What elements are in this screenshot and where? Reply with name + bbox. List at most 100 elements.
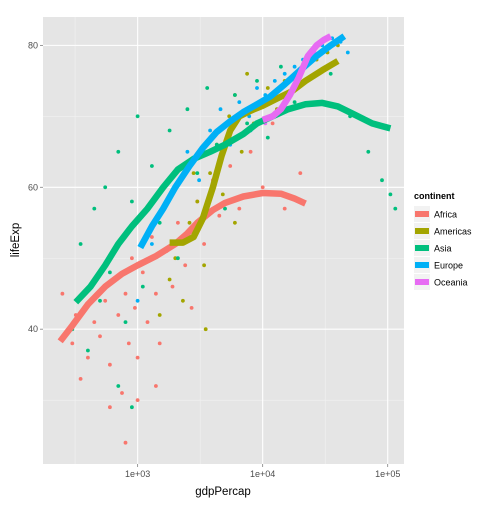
point-africa xyxy=(282,206,287,211)
point-africa xyxy=(123,291,128,296)
point-africa xyxy=(189,306,194,310)
point-africa xyxy=(78,377,83,381)
point-africa xyxy=(140,270,145,275)
point-americas xyxy=(203,327,208,332)
point-asia xyxy=(223,206,227,211)
point-africa xyxy=(108,405,112,410)
point-europe xyxy=(345,50,350,55)
point-asia xyxy=(103,185,108,190)
point-asia xyxy=(176,256,180,261)
point-asia xyxy=(205,86,210,90)
point-asia xyxy=(245,121,250,126)
point-africa xyxy=(150,235,154,239)
point-africa xyxy=(120,391,124,395)
legend-swatch-oceania xyxy=(415,279,429,285)
point-africa xyxy=(260,185,265,190)
point-asia xyxy=(92,206,97,211)
point-africa xyxy=(248,149,253,154)
major-grid xyxy=(43,17,404,464)
point-africa xyxy=(154,384,158,388)
point-americas xyxy=(202,263,207,268)
point-africa xyxy=(270,121,275,126)
point-americas xyxy=(220,192,225,197)
legend-swatch-europe xyxy=(415,262,429,268)
point-europe xyxy=(197,178,202,183)
point-africa xyxy=(145,320,150,324)
point-africa xyxy=(228,164,233,168)
x-tick-label: 1e+04 xyxy=(250,469,275,479)
point-asia xyxy=(255,79,259,83)
point-asia xyxy=(380,178,384,183)
point-africa xyxy=(86,355,90,360)
y-tick-label: 60 xyxy=(28,182,38,192)
legend-label-asia: Asia xyxy=(434,244,452,254)
point-americas xyxy=(167,277,172,282)
point-americas xyxy=(181,298,185,303)
point-africa xyxy=(70,341,75,346)
point-europe xyxy=(255,86,259,90)
point-asia xyxy=(265,135,270,140)
trend-line-asia xyxy=(73,99,392,305)
minor-grid xyxy=(43,17,404,464)
x-axis-title: gdpPercap xyxy=(195,486,251,498)
point-asia xyxy=(195,171,200,176)
point-africa xyxy=(116,313,121,317)
x-axis: 1e+03 1e+04 1e+05 xyxy=(125,464,400,479)
point-europe xyxy=(272,79,277,83)
point-americas xyxy=(265,86,270,90)
point-asia xyxy=(366,149,371,154)
legend-label-africa: Africa xyxy=(434,210,457,220)
point-americas xyxy=(191,171,196,176)
point-africa xyxy=(183,263,188,268)
legend: continent Africa Americas Asia Europe Oceani… xyxy=(414,191,472,290)
point-asia xyxy=(328,71,333,76)
point-africa xyxy=(60,291,65,296)
point-americas xyxy=(157,313,162,317)
point-americas xyxy=(233,220,237,225)
point-asia xyxy=(86,348,90,353)
point-asia xyxy=(185,107,190,112)
point-europe xyxy=(237,100,242,104)
point-europe xyxy=(208,128,213,133)
point-americas xyxy=(245,71,250,76)
point-africa xyxy=(157,341,162,346)
point-asia xyxy=(292,100,297,104)
point-asia xyxy=(140,284,145,289)
point-asia xyxy=(393,206,398,211)
point-americas xyxy=(195,199,200,204)
point-europe xyxy=(135,298,140,303)
point-asia xyxy=(279,64,283,69)
point-africa xyxy=(135,355,140,360)
x-tick-label: 1e+03 xyxy=(125,469,150,479)
trend-line-africa xyxy=(57,189,307,344)
legend-label-europe: Europe xyxy=(434,261,463,271)
legend-items: Africa Americas Asia Europe Oceania xyxy=(414,206,472,290)
point-americas xyxy=(187,220,192,225)
point-asia xyxy=(157,220,162,225)
point-africa xyxy=(298,171,303,176)
panel-background xyxy=(43,17,404,464)
point-africa xyxy=(202,242,207,246)
point-africa xyxy=(98,334,102,339)
legend-swatch-africa xyxy=(415,211,429,217)
point-americas xyxy=(239,149,244,154)
point-europe xyxy=(292,64,297,69)
point-africa xyxy=(133,306,137,310)
point-asia xyxy=(78,242,83,246)
trend-line-oceania xyxy=(261,33,333,123)
point-africa xyxy=(217,213,222,218)
trend-line-europe xyxy=(137,33,347,250)
point-americas xyxy=(173,256,178,261)
point-asia xyxy=(135,114,140,119)
point-asia xyxy=(388,192,393,197)
legend-label-americas: Americas xyxy=(434,227,472,237)
point-africa xyxy=(170,284,175,289)
point-americas xyxy=(208,171,213,176)
point-europe xyxy=(282,71,287,76)
y-tick-label: 40 xyxy=(28,324,38,334)
point-asia xyxy=(167,128,172,133)
smooth-layer xyxy=(57,33,392,344)
point-europe xyxy=(150,242,154,246)
point-asia xyxy=(233,93,237,97)
